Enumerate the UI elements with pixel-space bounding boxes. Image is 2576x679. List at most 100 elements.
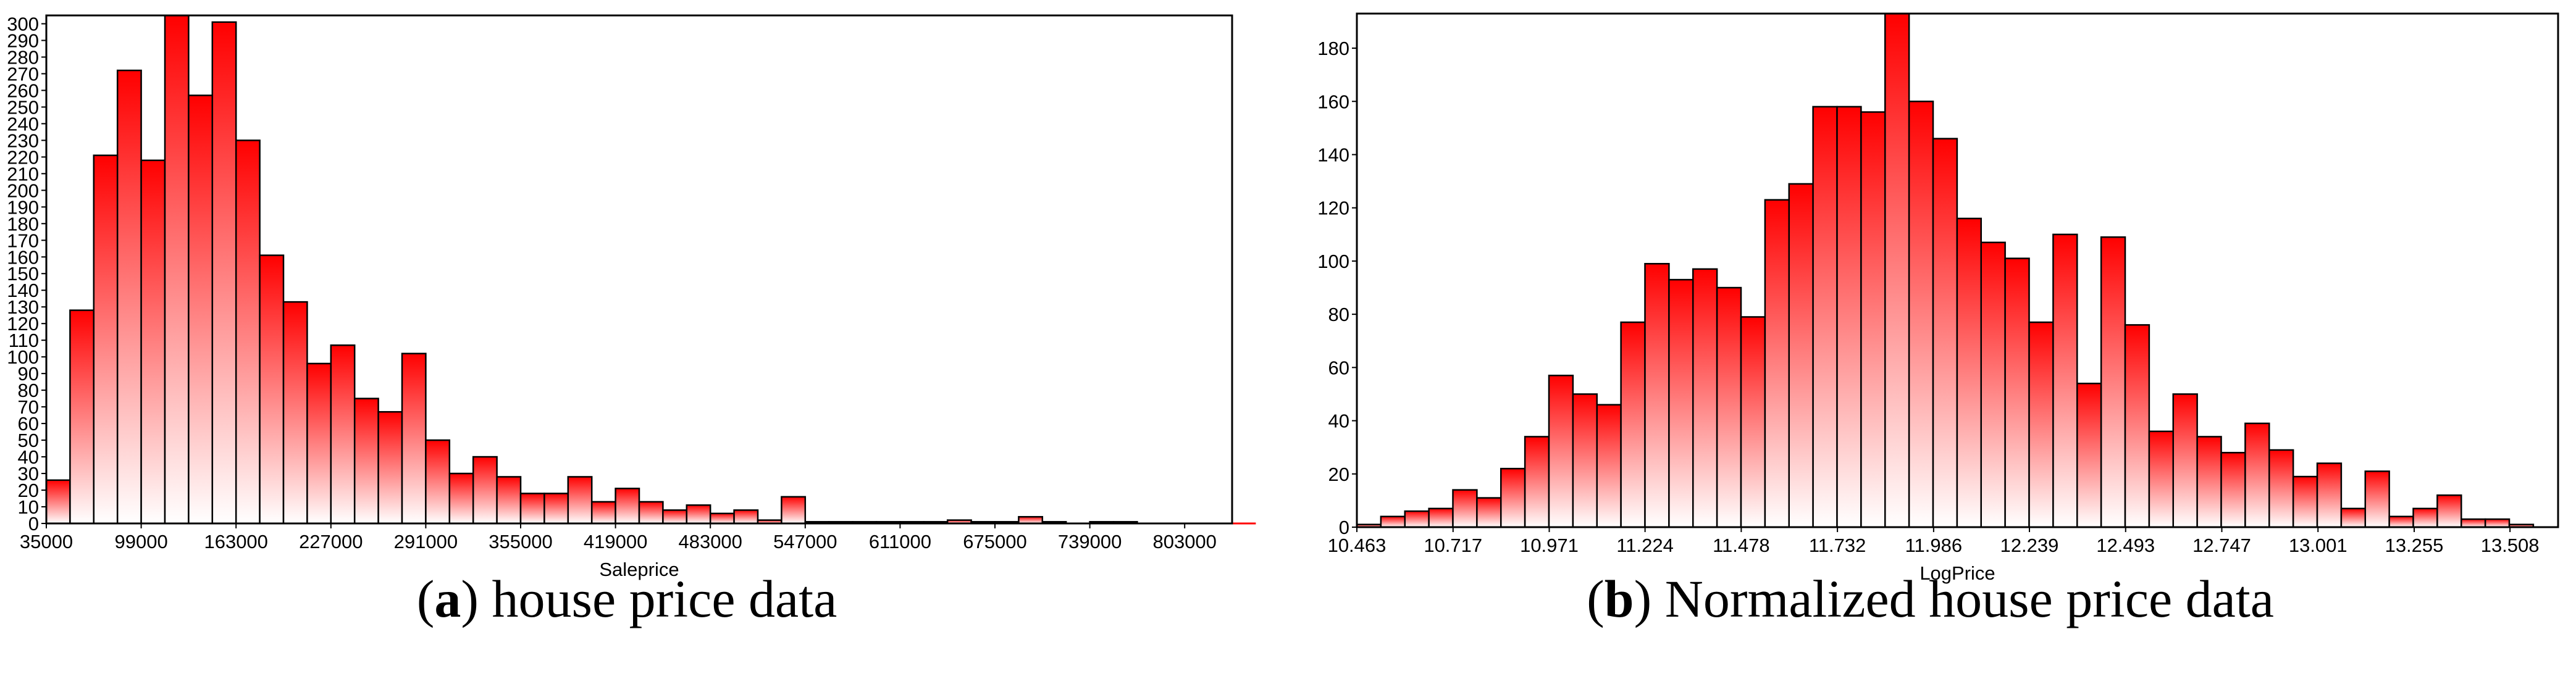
y-tick-label: 210 — [7, 163, 39, 185]
bar — [1740, 316, 1766, 528]
bar — [235, 140, 261, 525]
x-tick-label: 11.986 — [1905, 535, 1963, 556]
y-tick-label: 100 — [7, 346, 39, 368]
bar — [1644, 262, 1670, 528]
bar — [1908, 101, 1934, 528]
x-tick-label: 227000 — [299, 531, 363, 552]
caption-b: (b) Normalized house price data — [1587, 569, 2274, 628]
bar — [1764, 199, 1790, 528]
bar — [353, 398, 379, 525]
y-tick-label: 160 — [1317, 91, 1349, 112]
bar — [2148, 430, 2175, 528]
histogram-logprice: 0 20 40 60 80 100 120 140 160 180 10.463 10.717 10.9… — [1317, 12, 2559, 584]
x-tick-label: 611000 — [869, 531, 931, 552]
x-tick-label: 547000 — [773, 531, 837, 552]
bar — [259, 254, 285, 525]
y-tick-label: 20 — [18, 480, 39, 501]
bar — [1788, 183, 1814, 528]
y-tick-label: 270 — [7, 63, 39, 85]
x-tick-label: 739000 — [1058, 531, 1122, 552]
caption-letter-b: b — [1604, 569, 1634, 628]
plot-frame — [45, 14, 1233, 525]
x-tick-label: 13.255 — [2385, 535, 2444, 556]
bar — [2052, 233, 2078, 528]
bar — [45, 479, 71, 525]
bar — [2292, 475, 2318, 528]
bar — [2220, 452, 2246, 528]
bar — [330, 344, 356, 525]
bar — [448, 472, 474, 525]
bar — [709, 512, 735, 525]
y-tick-label: 160 — [7, 246, 39, 268]
y-tick-label: 10 — [18, 496, 39, 518]
bar — [2196, 436, 2222, 528]
y-tick-label: 120 — [1317, 198, 1349, 219]
caption-text-a: house price data — [492, 569, 837, 628]
x-tick-label: 803000 — [1152, 531, 1216, 552]
y-tick-label: 220 — [7, 146, 39, 168]
x-tick-label: 11.732 — [1809, 535, 1866, 556]
x-tick-label: 11.478 — [1713, 535, 1770, 556]
x-tick-label: 12.239 — [2000, 535, 2059, 556]
chart-panel-a: 0 10 20 30 40 50 60 70 80 90 100 110 120 130 140 150 160… — [0, 0, 1256, 679]
bar — [638, 501, 664, 525]
bar — [140, 159, 166, 525]
x-tick-label: 355000 — [489, 531, 552, 552]
bar — [2076, 382, 2102, 528]
bar — [2316, 462, 2343, 528]
bar — [69, 309, 95, 525]
y-tick-label: 100 — [1317, 251, 1349, 272]
bar — [1860, 111, 1886, 528]
bar — [1404, 510, 1430, 528]
y-tick-label: 20 — [1328, 464, 1349, 485]
bar — [2244, 422, 2270, 528]
bar — [543, 493, 569, 525]
bar — [2412, 507, 2438, 528]
y-tick-label: 80 — [18, 380, 39, 401]
y-tick-label: 30 — [18, 463, 39, 485]
y-tick-label: 240 — [7, 113, 39, 135]
y-tick-label: 200 — [7, 180, 39, 201]
bar — [1884, 12, 1910, 528]
bar — [1668, 278, 1694, 528]
bar — [472, 456, 498, 525]
bar — [2461, 518, 2486, 528]
x-tick-label: 10.463 — [1328, 535, 1387, 556]
bar — [2364, 470, 2390, 528]
bar — [1018, 515, 1044, 525]
x-tick-label: 13.001 — [2289, 535, 2347, 556]
bar — [282, 301, 308, 525]
y-tick-label: 300 — [7, 13, 39, 35]
x-axis-title: LogPrice — [1919, 562, 1995, 584]
y-tick-label: 80 — [1328, 304, 1349, 325]
bar — [686, 504, 711, 525]
bar — [377, 410, 403, 525]
bar — [519, 493, 545, 525]
y-tick-label: 60 — [18, 413, 39, 435]
bar — [164, 14, 190, 525]
bar — [1548, 375, 1574, 528]
bar — [425, 439, 451, 525]
bar — [2124, 324, 2150, 528]
x-tick-label: 13.508 — [2481, 535, 2540, 556]
x-tick-label: 10.717 — [1424, 535, 1482, 556]
bar — [1380, 515, 1406, 528]
y-tick-label: 40 — [1328, 410, 1349, 432]
bar — [1812, 106, 1838, 528]
y-tick-label: 180 — [7, 213, 39, 235]
bar — [2340, 507, 2367, 528]
x-tick-label: 35000 — [20, 531, 73, 552]
y-tick-label: 280 — [7, 46, 39, 68]
bar — [496, 476, 522, 525]
x-tick-label: 483000 — [678, 531, 742, 552]
y-tick-label: 0 — [1339, 517, 1349, 538]
bar — [590, 501, 616, 525]
bar — [2388, 515, 2414, 528]
y-tick-label: 40 — [18, 446, 39, 468]
y-tick-label: 290 — [7, 30, 39, 51]
bar — [306, 362, 332, 525]
y-tick-label: 250 — [7, 96, 39, 118]
bar — [116, 69, 142, 525]
x-tick-label: 675000 — [963, 531, 1026, 552]
bar — [781, 496, 807, 525]
